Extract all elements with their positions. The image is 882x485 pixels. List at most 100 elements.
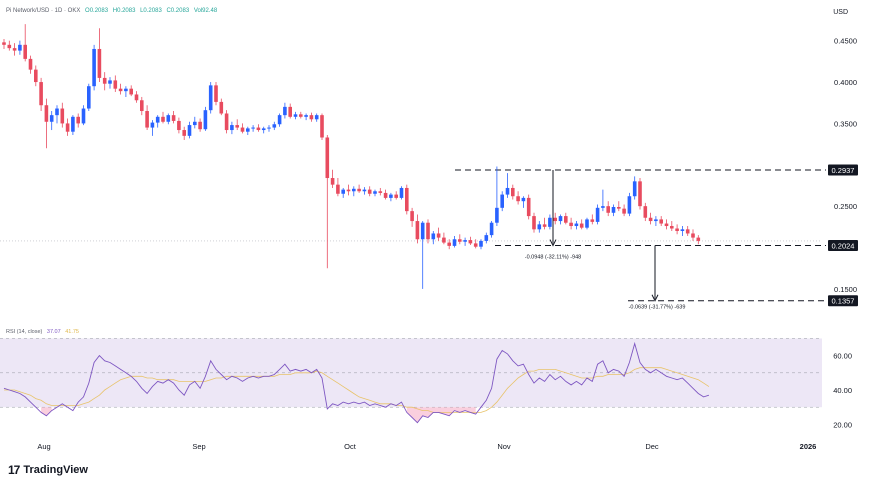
candle-body <box>283 106 287 116</box>
price-tick-label: 0.4000 <box>834 78 857 87</box>
candle-body <box>696 237 701 241</box>
candle-body <box>611 206 616 213</box>
candle-body <box>81 108 86 124</box>
candle-body <box>426 222 430 240</box>
candle-body <box>378 191 383 193</box>
candle-body <box>288 106 292 117</box>
price-tag-text: 0.2937 <box>832 166 855 175</box>
candle-body <box>473 243 478 247</box>
candle-body <box>198 121 202 130</box>
tradingview-brand[interactable]: 17 TradingView <box>8 463 88 477</box>
measure-arrow-head <box>549 239 557 247</box>
price-tick-label: 0.2500 <box>834 202 857 211</box>
symbol-label[interactable]: Pi Network/USD · 1D · OKX <box>6 8 81 14</box>
rsi-oversold-fill <box>406 407 476 423</box>
brand-name: TradingView <box>23 464 88 476</box>
candle-body <box>60 108 65 124</box>
candle-body <box>277 115 282 125</box>
candle-body <box>558 216 563 222</box>
price-tag-text: 0.1357 <box>832 297 855 306</box>
rsi-ma-line <box>4 367 710 413</box>
time-axis[interactable]: Aug Sep Oct Nov Dec 2026 <box>37 442 816 451</box>
candle-body <box>627 196 632 214</box>
candle-body <box>346 189 351 192</box>
candle-body <box>171 115 176 121</box>
candle-body <box>299 114 303 117</box>
candle-body <box>214 85 218 102</box>
candle-body <box>436 233 441 238</box>
candle-body <box>659 219 663 224</box>
candle-body <box>118 88 123 92</box>
candle-body <box>18 44 22 51</box>
rsi-oversold-fill <box>41 407 52 416</box>
rsi-axis[interactable]: 60.00 40.00 20.00 <box>833 352 852 430</box>
candle-body <box>367 189 372 194</box>
candle-body <box>590 219 595 222</box>
candle-body <box>320 115 324 138</box>
price-tags: 0.2937 0.2024 0.1357 <box>828 164 858 307</box>
price-tag-box <box>828 295 858 307</box>
candle-body <box>102 77 107 84</box>
candle-body <box>155 116 160 123</box>
candle-body <box>203 110 208 130</box>
candle-body <box>7 44 12 49</box>
candle-body <box>638 181 642 207</box>
candle-body <box>97 48 102 78</box>
candle-body <box>452 239 457 246</box>
candle-body <box>150 122 155 128</box>
candle-body <box>325 137 330 179</box>
candle-body <box>224 113 229 131</box>
time-tick-label: Oct <box>344 442 357 451</box>
candle-body <box>670 226 674 229</box>
candle-body <box>479 240 483 247</box>
candle-body <box>685 229 690 234</box>
candle-body <box>574 223 579 227</box>
candle-body <box>516 196 520 202</box>
candle-body <box>373 191 377 194</box>
volume-value: Vol92.48 <box>193 8 218 14</box>
rsi-tick-label: 20.00 <box>833 420 852 429</box>
measure-label: -0.0639 (-31.77%) -639 <box>629 305 686 311</box>
measure-arrow-head <box>651 294 659 302</box>
candle-body <box>484 235 489 241</box>
measure-label: -0.0948 (-32.11%) -948 <box>525 255 581 261</box>
candle-body <box>399 187 404 198</box>
candle-body <box>145 111 149 128</box>
candle-body <box>208 85 213 111</box>
candle-body <box>394 194 398 198</box>
time-tick-label: Aug <box>37 442 50 451</box>
high-value: H0.2083 <box>112 8 136 14</box>
price-tick-label: 0.4500 <box>834 37 857 46</box>
candle-body <box>532 216 536 230</box>
candle-body <box>521 197 526 202</box>
rsi-line <box>3 341 710 424</box>
candle-body <box>235 125 239 128</box>
time-tick-label: Dec <box>645 442 659 451</box>
candle-body <box>34 69 38 83</box>
candle-body <box>246 128 250 132</box>
candle-body <box>357 188 361 192</box>
currency-label[interactable]: USD <box>833 9 848 16</box>
candle-body <box>564 216 568 223</box>
candle-body <box>664 223 669 227</box>
candle-body <box>134 94 139 101</box>
candle-body <box>675 228 679 231</box>
candle-body <box>49 115 54 122</box>
candle-body <box>447 242 451 246</box>
candle-body <box>336 184 340 194</box>
candle-body <box>505 187 510 195</box>
candle-body <box>680 229 685 231</box>
candle-body <box>87 86 91 109</box>
candle-body <box>293 114 298 117</box>
candle-body <box>65 123 70 132</box>
candle-body <box>177 120 181 131</box>
close-value: C0.2083 <box>166 8 190 14</box>
rsi-title[interactable]: RSI (14, close) <box>6 329 43 335</box>
candle-body <box>2 42 6 45</box>
candle-body <box>108 80 112 84</box>
rsi-legend: RSI (14, close) 37.07 41.75 <box>6 329 79 335</box>
candle-body <box>352 188 356 192</box>
candle-body <box>553 217 557 222</box>
candle-body <box>420 222 425 240</box>
